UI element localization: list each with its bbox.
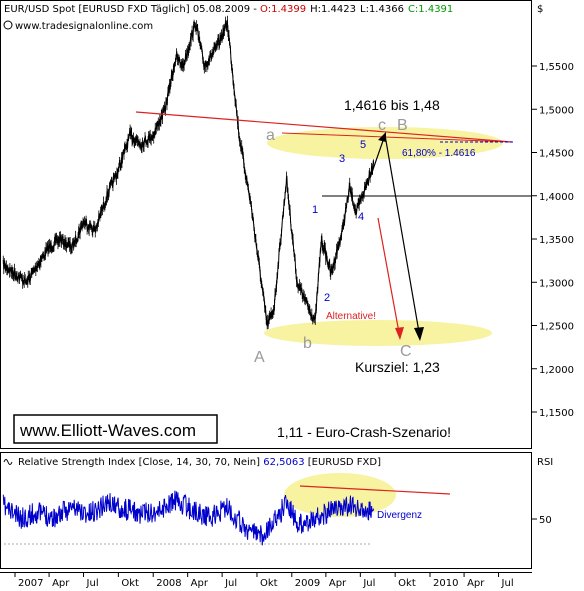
main-arrowhead-down	[414, 327, 424, 341]
horizontal-resistance-line	[281, 132, 513, 143]
target-zone-highlight	[264, 320, 492, 346]
x-tick-label: 2008	[156, 578, 181, 589]
ohlc-close: C:1.4391	[408, 4, 453, 15]
currency-label: $	[537, 4, 543, 15]
ohlc-low: L:1.4366	[360, 4, 404, 15]
rsi-symbol: [EURUSD FXD]	[305, 457, 382, 468]
wave-label-C: C	[400, 343, 412, 360]
scenario-text: 1,11 - Euro-Crash-Szenario!	[277, 424, 451, 440]
x-tick-label: Okt	[121, 578, 139, 589]
rsi-wave-icon	[3, 459, 13, 465]
y-tick-label: 1,5500	[539, 62, 574, 73]
wave-label-1: 1	[312, 204, 318, 216]
x-tick-label: Okt	[260, 578, 278, 589]
y-tick-label: 1,2500	[539, 322, 574, 333]
wave-label-4: 4	[358, 211, 364, 223]
main-arrowhead-up	[378, 132, 386, 142]
fib-level-label: 61,80% - 1.4616	[402, 148, 476, 159]
wave-label-b: b	[303, 335, 312, 352]
price-series-line	[2, 20, 375, 327]
x-tick-label: Jul	[501, 578, 514, 589]
rsi-axis-label: RSI	[537, 457, 553, 468]
x-tick-label: Apr	[191, 578, 209, 589]
rsi-divergence-highlight	[284, 473, 396, 517]
y-tick-label: 1,3000	[539, 278, 574, 289]
x-tick-label: Jul	[86, 578, 99, 589]
watermark-box	[13, 414, 218, 444]
y-axis: $ 1,55001,50001,45001,40001,35001,30001,…	[532, 4, 574, 419]
kursziel-label: Kursziel: 1,23	[355, 359, 440, 375]
y-tick-label: 1,4000	[539, 192, 574, 203]
rsi-header-title: Relative Strength Index [Close, 14, 30, …	[18, 457, 263, 468]
watermark-text: www.Elliott-Waves.com	[19, 421, 196, 440]
y-tick-label: 1,4500	[539, 149, 574, 160]
copyright-text: www.tradesignalonline.com	[15, 21, 153, 32]
wave-label-5: 5	[360, 139, 366, 151]
alternative-arrow	[377, 217, 401, 339]
y-tick-label: 1,1500	[539, 408, 574, 419]
wave-label-B: B	[397, 117, 408, 134]
wave-label-a: a	[266, 127, 275, 144]
alternative-label: Alternative!	[326, 311, 376, 322]
main-arrow-down	[384, 134, 421, 339]
x-tick-label: 2007	[18, 578, 43, 589]
copyright-icon	[3, 20, 13, 30]
x-tick-label: Apr	[467, 578, 485, 589]
y-tick-label: 1,3500	[539, 235, 574, 246]
y-tick-label: 1,2000	[539, 365, 574, 376]
upper-trendline	[135, 111, 513, 143]
rsi-y-axis: RSI 50	[4, 457, 553, 545]
x-tick-label: Apr	[52, 578, 70, 589]
x-axis-labels: 2007 Apr Jul Okt 2008 Apr Jul Okt 2009 Apr Jul Okt 2…	[14, 572, 514, 589]
y-tick-label: 1,5000	[539, 105, 574, 116]
x-tick-label: 2009	[295, 578, 320, 589]
annotation-layer: 1,4616 bis 1,48 61,80% - 1.4616 Kursziel…	[13, 97, 532, 444]
rsi-tick-50-label: 50	[539, 515, 552, 526]
rsi-layer	[2, 490, 375, 546]
wave-label-2: 2	[324, 292, 330, 304]
x-tick-label: 2010	[433, 578, 458, 589]
x-tick-label: Apr	[329, 578, 347, 589]
wave-label-3: 3	[339, 153, 345, 165]
target-range-label: 1,4616 bis 1,48	[344, 97, 440, 113]
rsi-divergence-line	[299, 485, 451, 495]
y-ticks: 1,5500 1,5000 1,4500 1,4000 1,3500 1,3000 1,25…	[532, 62, 574, 419]
wave-label-c: c	[378, 117, 386, 134]
price-header-title: EUR/USD Spot [EURUSD FXD Täglich] 05.08.…	[4, 4, 260, 15]
rsi-header: Relative Strength Index [Close, 14, 30, …	[18, 457, 381, 468]
price-header: EUR/USD Spot [EURUSD FXD Täglich] 05.08.…	[4, 4, 453, 15]
rsi-value: 62,5063	[263, 457, 304, 468]
x-tick-label: Okt	[398, 578, 416, 589]
divergence-label: Divergenz	[377, 510, 422, 521]
price-layer	[2, 15, 375, 330]
main-arrow-up	[369, 134, 386, 179]
x-tick-label: Jul	[224, 578, 237, 589]
ohlc-open: O:1.4399	[260, 4, 306, 15]
wave-label-A: A	[254, 349, 265, 366]
alternative-arrowhead	[395, 327, 404, 340]
rsi-series-line	[2, 490, 375, 546]
price-panel-border	[0, 0, 532, 449]
x-tick-label: Jul	[362, 578, 375, 589]
ohlc-high: H:1.4423	[310, 4, 356, 15]
